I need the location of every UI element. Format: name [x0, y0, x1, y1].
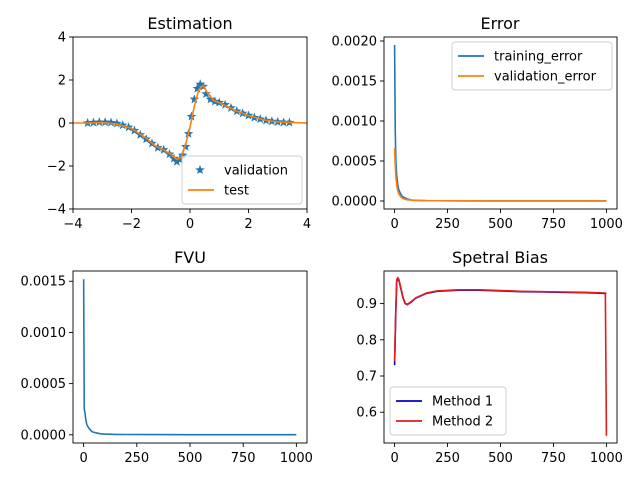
spectral-bias-x-tick-label: 1000: [590, 451, 623, 466]
estimation-validation-point: [175, 154, 185, 164]
estimation-y-tick-label: 2: [58, 74, 66, 89]
estimation-x-tick-label: −4: [63, 217, 82, 232]
error-x-tick-label: 0: [390, 217, 398, 232]
spectral-bias-legend-method-1-label: Method 1: [432, 395, 493, 410]
estimation-data: [73, 79, 307, 166]
fvu-y-tick-label: 0.0005: [21, 377, 67, 392]
estimation-legend-validation-marker: [195, 165, 205, 175]
estimation-validation-point: [94, 117, 105, 127]
fvu-x-tick-label: 250: [124, 451, 149, 466]
fvu-x-tick-label: 500: [178, 451, 203, 466]
estimation-validation-point: [117, 120, 128, 130]
estimation-validation-point: [112, 118, 122, 128]
estimation-validation-point: [186, 111, 197, 121]
estimation-legend: validation test: [181, 155, 303, 205]
estimation-validation-point: [201, 88, 211, 99]
error-y-tick-label: 0.0005: [332, 155, 378, 170]
spectral-bias-x-tick-label: 0: [390, 451, 398, 466]
estimation-validation-point: [195, 79, 205, 89]
spectral-bias-data: [393, 276, 608, 436]
error-data: [393, 44, 607, 202]
spectral-bias-method-2-line: [393, 276, 608, 436]
panel-fvu: FVU 0 250 500 750 1000 0.0000 0.0005 0.0010 0.00…: [21, 248, 313, 466]
estimation-validation-point: [100, 117, 110, 127]
estimation-test-line: [73, 84, 307, 161]
fvu-x-tick-label: 1000: [280, 451, 313, 466]
spectral-bias-x-tick-label: 500: [488, 451, 513, 466]
spectral-bias-y-tick-label: 0.8: [356, 333, 377, 348]
error-validation-error-line: [393, 148, 607, 202]
error-x-tick-label: 500: [488, 217, 513, 232]
error-x-tick-label: 750: [541, 217, 566, 232]
spectral-bias-legend: Method 1 Method 2: [389, 386, 507, 436]
estimation-y-tick-label: 4: [58, 31, 66, 46]
error-y-tick-label: 0.0000: [332, 195, 378, 210]
fvu-series-0-line: [82, 279, 297, 436]
error-y-tick-label: 0.0010: [332, 115, 378, 130]
spectral-bias-y-tick-label: 0.9: [356, 297, 377, 312]
estimation-validation-point: [205, 94, 216, 104]
error-y-tick-label: 0.0020: [332, 35, 378, 50]
spectral-bias-y-tick-label: 0.6: [356, 406, 377, 421]
panel-estimation: Estimation −4 −2 0 2 4 −4 −2 0 2 4 validation test: [47, 14, 311, 232]
estimation-y-tick-label: −4: [47, 203, 66, 218]
estimation-y-tick-label: −2: [47, 160, 66, 175]
estimation-x-tick-label: 2: [244, 217, 252, 232]
panel-error: Error 0 250 500 750 1000 0.0000 0.0005 0.0010 0.…: [332, 14, 623, 232]
fvu-y-tick-label: 0.0015: [21, 275, 67, 290]
error-plot: 0 250 500 750 1000 0.0000 0.0005 0.0010 0.0015 0.…: [332, 35, 623, 233]
estimation-y-tick-label: 0: [58, 117, 66, 132]
fvu-y-tick-label: 0.0010: [21, 326, 67, 341]
spectral-bias-legend-box: [389, 386, 507, 436]
fvu-y-tick-label: 0.0000: [21, 428, 67, 443]
error-x-tick-label: 250: [435, 217, 460, 232]
estimation-x-tick-label: 0: [186, 217, 194, 232]
spectral-bias-x-tick-label: 250: [435, 451, 460, 466]
error-legend-box: [451, 41, 613, 91]
estimation-validation-point: [192, 83, 203, 93]
estimation-legend-validation-label: validation: [224, 164, 288, 179]
estimation-validation-point: [220, 99, 230, 109]
estimation-validation-point: [172, 156, 182, 166]
fvu-title: FVU: [174, 248, 206, 267]
fvu-plot: 0 250 500 750 1000 0.0000 0.0005 0.0010 0.0015: [21, 270, 313, 466]
error-legend: training_error validation_error: [451, 41, 613, 91]
spectral-bias-y-tick-label: 0.7: [356, 370, 377, 385]
panel-spectral-bias: Spetral Bias 0 250 500 750 1000 0.6 0.7 0.8 0.9 M…: [356, 248, 623, 466]
estimation-legend-test-label: test: [224, 184, 249, 199]
spectral-bias-legend-method-2-label: Method 2: [432, 415, 493, 430]
error-y-tick-label: 0.0015: [332, 75, 378, 90]
spectral-bias-x-tick-label: 750: [541, 451, 566, 466]
fvu-x-tick-label: 0: [79, 451, 87, 466]
estimation-x-tick-label: 4: [303, 217, 311, 232]
error-legend-validation-error-label: validation_error: [494, 70, 597, 85]
estimation-x-tick-label: −2: [122, 217, 141, 232]
estimation-plot: −4 −2 0 2 4 −4 −2 0 2 4 validation test: [47, 31, 311, 233]
estimation-title: Estimation: [147, 14, 232, 33]
estimation-validation-point: [169, 153, 179, 163]
error-legend-training-error-label: training_error: [494, 50, 583, 65]
error-x-tick-label: 1000: [590, 217, 623, 232]
estimation-validation-point: [189, 94, 200, 104]
error-title: Error: [481, 14, 520, 33]
estimation-legend-box: [181, 155, 303, 205]
estimation-validation-point: [106, 117, 116, 127]
fvu-data: [82, 279, 297, 436]
spectral-bias-title: Spetral Bias: [452, 248, 548, 267]
fvu-x-tick-label: 750: [231, 451, 256, 466]
